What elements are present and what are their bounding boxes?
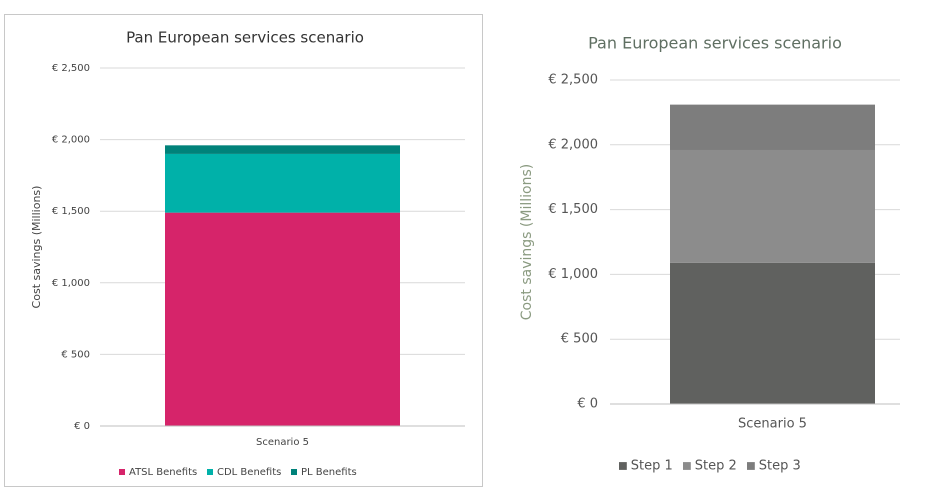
legend-label: CDL Benefits xyxy=(217,467,281,478)
y-tick-label: € 0 xyxy=(577,397,598,412)
y-tick-label: € 0 xyxy=(74,421,90,432)
legend-swatch xyxy=(747,462,755,470)
legend-label: ATSL Benefits xyxy=(129,467,197,478)
x-tick-label: Scenario 5 xyxy=(738,417,807,432)
y-axis-label: Cost savings (Millions) xyxy=(519,164,535,320)
legend-label: PL Benefits xyxy=(301,467,357,478)
bar-segment xyxy=(670,149,875,263)
y-tick-label: € 500 xyxy=(61,349,90,360)
y-tick-label: € 2,000 xyxy=(548,137,598,152)
bar-segment xyxy=(670,104,875,150)
y-tick-label: € 2,500 xyxy=(52,63,90,74)
y-tick-label: € 2,000 xyxy=(52,135,90,146)
y-tick-label: € 1,000 xyxy=(52,278,90,289)
bar-segment xyxy=(165,153,400,213)
bar-segment xyxy=(165,145,400,154)
y-tick-label: € 1,500 xyxy=(52,206,90,217)
bar-segment xyxy=(165,212,400,426)
legend-swatch xyxy=(119,469,125,475)
y-tick-label: € 500 xyxy=(561,332,598,347)
y-tick-label: € 2,500 xyxy=(548,73,598,88)
chart-title: Pan European services scenario xyxy=(126,29,364,47)
bar-segment xyxy=(670,262,875,404)
legend-label: Step 3 xyxy=(759,459,801,474)
legend-swatch xyxy=(207,469,213,475)
y-tick-label: € 1,500 xyxy=(548,202,598,217)
legend-swatch xyxy=(683,462,691,470)
legend-swatch xyxy=(619,462,627,470)
y-tick-label: € 1,000 xyxy=(548,267,598,282)
x-tick-label: Scenario 5 xyxy=(256,437,309,448)
legend-label: Step 2 xyxy=(695,459,737,474)
legend-swatch xyxy=(291,469,297,475)
y-axis-label: Cost savings (Millions) xyxy=(30,186,43,309)
chart-title: Pan European services scenario xyxy=(588,34,842,53)
legend-label: Step 1 xyxy=(631,459,673,474)
